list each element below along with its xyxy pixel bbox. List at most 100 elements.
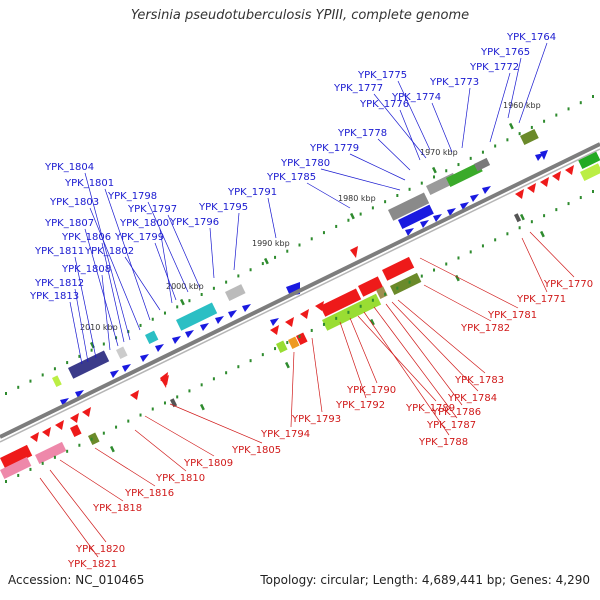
- callout-line: [233, 212, 240, 271]
- reverse-gene-block: [514, 213, 522, 223]
- callout-line: [124, 256, 161, 311]
- tick-minor: [17, 385, 20, 389]
- forward-gene-block: [474, 157, 491, 172]
- tick-minor: [237, 365, 240, 369]
- tick-minor: [176, 305, 179, 309]
- tick-minor: [347, 310, 350, 314]
- tick-minor: [78, 443, 81, 447]
- callout-line: [339, 321, 367, 399]
- tick-minor: [225, 371, 228, 375]
- forward-gene-block: [115, 346, 128, 359]
- forward-gene-block: [51, 375, 62, 387]
- tick-minor: [115, 425, 118, 429]
- tick-minor: [66, 449, 69, 453]
- forward-gene-arrow: [110, 370, 119, 378]
- tick-minor: [188, 299, 191, 303]
- callout-line: [104, 188, 151, 321]
- genome-summary-text: Topology: circular; Length: 4,689,441 bp…: [260, 573, 590, 587]
- tick-minor: [5, 480, 7, 483]
- tick-minor: [29, 467, 32, 471]
- reverse-gene-block: [88, 432, 100, 445]
- forward-gene-label: YPK_1808: [61, 264, 111, 275]
- tick-minor: [274, 347, 277, 351]
- forward-gene-block: [225, 284, 246, 301]
- tick-minor: [433, 175, 436, 179]
- tick-minor: [212, 286, 215, 290]
- scale-ticks: 1960 kbp 1970 kbp 1980 kbp 1990 kbp 2000 kbp…: [5, 95, 594, 483]
- reverse-gene-label: YPK_1805: [231, 445, 281, 456]
- reverse-gene-block: [376, 286, 388, 299]
- scale-label: 1970 kbp: [420, 148, 458, 157]
- callout-line: [49, 469, 107, 543]
- tick-minor: [481, 150, 484, 154]
- forward-gene-label: YPK_1798: [107, 191, 157, 202]
- tick-minor: [543, 214, 546, 218]
- tick-minor: [371, 206, 374, 210]
- forward-gene-label: YPK_1772: [469, 62, 519, 73]
- tick-minor: [200, 293, 203, 296]
- tick-minor: [127, 330, 130, 334]
- tick-minor: [408, 187, 411, 191]
- callout-line: [349, 317, 378, 384]
- tick-minor: [66, 361, 69, 365]
- tick-minor: [579, 196, 582, 200]
- tick-minor: [408, 280, 411, 284]
- reverse-gene-arrow: [55, 420, 64, 430]
- tick-minor: [249, 359, 252, 363]
- callout-line: [391, 301, 479, 392]
- callout-line: [74, 288, 89, 363]
- forward-gene-label: YPK_1801: [64, 178, 114, 189]
- forward-gene-block: [520, 128, 539, 145]
- tick-minor: [310, 237, 313, 241]
- reverse-gene-block: [0, 444, 33, 469]
- forward-gene-block: [580, 163, 600, 181]
- reverse-gene-arrow: [285, 317, 294, 327]
- forward-gene-arrow: [172, 336, 181, 344]
- reverse-gene-label: YPK_1784: [447, 393, 497, 404]
- tick-minor: [188, 389, 191, 393]
- reverse-gene-arrow: [300, 309, 309, 319]
- tick-minor: [457, 163, 460, 167]
- reverse-gene-label: YPK_1771: [516, 294, 566, 305]
- tick-minor: [237, 274, 240, 278]
- tick-minor: [322, 231, 325, 235]
- forward-gene-block: [175, 302, 218, 331]
- forward-gene-block: [388, 192, 430, 221]
- forward-gene-arrow: [540, 150, 548, 160]
- forward-gene-label: YPK_1775: [357, 70, 407, 81]
- tick-minor: [225, 280, 228, 284]
- callout-line: [377, 138, 411, 171]
- tick-minor: [17, 473, 20, 477]
- tick-minor: [212, 377, 215, 381]
- backbone-shadow: [0, 148, 600, 443]
- forward-gene-label: YPK_1806: [61, 232, 111, 243]
- tick-minor: [249, 268, 252, 272]
- tick-minor: [384, 200, 387, 204]
- forward-gene-arrow: [405, 228, 414, 236]
- forward-gene-label: YPK_1778: [337, 128, 387, 139]
- tick-minor: [127, 419, 130, 423]
- tick-minor: [115, 336, 118, 340]
- tick-major: [264, 257, 269, 265]
- forward-gene-label: YPK_1774: [391, 92, 441, 103]
- callout-line: [89, 207, 141, 331]
- scale-label: 1980 kbp: [338, 194, 376, 203]
- callout-line: [397, 80, 431, 151]
- tick-minor: [53, 367, 56, 371]
- tick-minor: [41, 373, 44, 377]
- callout-line: [518, 42, 548, 124]
- forward-gene-label: YPK_1799: [114, 232, 164, 243]
- reverse-gene-arrow: [270, 325, 279, 335]
- forward-gene-arrow: [122, 364, 131, 372]
- tick-minor: [396, 286, 399, 290]
- tick-minor: [481, 244, 484, 248]
- callout-line: [363, 311, 450, 436]
- tick-minor: [163, 401, 166, 405]
- tick-minor: [433, 268, 436, 272]
- callout-line: [461, 87, 471, 149]
- tick-minor: [420, 181, 423, 185]
- reverse-gene-block: [276, 340, 288, 353]
- tick-minor: [335, 316, 338, 320]
- tick-minor: [555, 208, 558, 212]
